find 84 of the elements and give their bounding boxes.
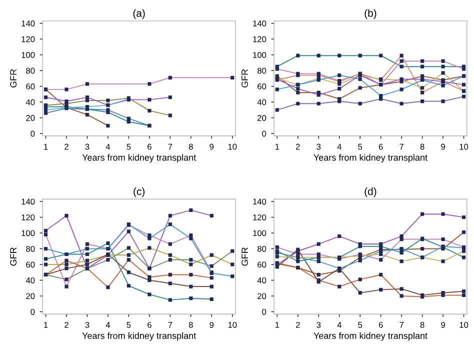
x-tick-label: 1 [275,322,280,328]
x-tick-label: 10 [228,322,237,328]
x-tick-label: 7 [168,144,172,150]
y-axis-title: GFR [10,248,17,266]
y-tick-label: 40 [257,99,266,106]
y-tick-label: 100 [253,230,266,236]
x-tick-label: 2 [64,144,68,150]
x-tick-label: 8 [420,144,424,150]
y-tick-label: 0 [262,308,266,315]
x-tick-label: 9 [441,144,445,150]
y-tick-label: 40 [26,99,35,106]
chart-title: (c) [134,187,145,198]
y-tick-label: 140 [22,198,35,205]
x-tick-label: 4 [337,144,342,150]
x-tick-label: 10 [460,322,468,328]
x-tick-label: 3 [85,322,90,328]
y-tick-label: 0 [262,130,266,137]
x-tick-label: 9 [210,144,214,150]
x-tick-label: 6 [148,322,152,328]
x-tick-label: 5 [126,322,131,328]
x-tick-label: 10 [228,144,237,150]
x-tick-label: 6 [378,322,383,328]
x-tick-label: 8 [188,322,193,328]
y-tick-label: 80 [26,246,35,252]
y-tick-label: 100 [22,52,35,58]
x-tick-label: 6 [148,144,152,150]
y-tick-label: 140 [22,20,35,26]
y-axis-title: GFR [10,69,17,88]
x-tick-label: 3 [85,144,90,150]
y-tick-label: 60 [26,83,35,90]
y-tick-label: 40 [257,277,266,284]
y-tick-label: 60 [258,83,266,90]
x-tick-label: 7 [400,322,404,328]
y-tick-label: 0 [30,308,35,315]
x-tick-label: 6 [378,144,383,150]
y-tick-label: 80 [258,246,266,252]
x-tick-label: 1 [275,144,280,150]
y-tick-label: 100 [22,230,35,236]
x-tick-label: 5 [358,322,362,328]
y-tick-label: 60 [26,262,35,268]
chart-title: (a) [133,9,145,19]
y-tick-label: 140 [253,20,266,26]
y-tick-label: 20 [258,293,266,300]
y-tick-label: 0 [30,130,35,137]
y-tick-label: 120 [22,36,35,42]
y-tick-label: 20 [26,114,35,121]
x-tick-label: 7 [168,322,172,328]
x-tick-label: 5 [126,144,131,150]
x-tick-label: 4 [106,322,110,328]
y-tick-label: 40 [26,277,35,284]
x-axis-title: Years from kidney transplant [82,332,196,341]
y-tick-label: 80 [258,68,266,74]
x-tick-label: 2 [64,322,68,328]
y-tick-label: 140 [253,198,266,205]
y-tick-label: 20 [258,114,266,121]
x-tick-label: 2 [296,144,300,150]
x-axis-title: Years from kidney transplant [314,332,428,341]
y-axis-title: GFR [242,69,248,88]
x-tick-label: 4 [106,144,110,150]
x-tick-label: 8 [188,144,193,150]
x-tick-label: 8 [420,322,424,328]
chart-title: (b) [364,9,376,19]
y-axis-title: GFR [242,248,248,266]
x-tick-label: 9 [441,322,445,328]
x-tick-label: 4 [337,322,342,328]
x-axis-title: Years from kidney transplant [314,154,428,163]
x-axis-title: Years from kidney transplant [82,154,196,163]
y-tick-label: 80 [26,68,35,74]
y-tick-label: 100 [253,52,266,58]
x-tick-label: 5 [358,144,362,150]
x-tick-label: 10 [460,144,468,150]
x-tick-label: 1 [44,322,48,328]
x-tick-label: 3 [316,322,321,328]
x-tick-label: 9 [210,322,214,328]
y-tick-label: 120 [22,214,35,220]
x-tick-label: 1 [44,144,48,150]
y-tick-label: 60 [258,262,266,268]
chart-title: (d) [364,187,376,198]
x-tick-label: 2 [296,322,300,328]
y-tick-label: 120 [253,36,266,42]
y-tick-label: 20 [26,293,35,300]
x-tick-label: 7 [400,144,404,150]
y-tick-label: 120 [253,214,266,220]
x-tick-label: 3 [316,144,321,150]
